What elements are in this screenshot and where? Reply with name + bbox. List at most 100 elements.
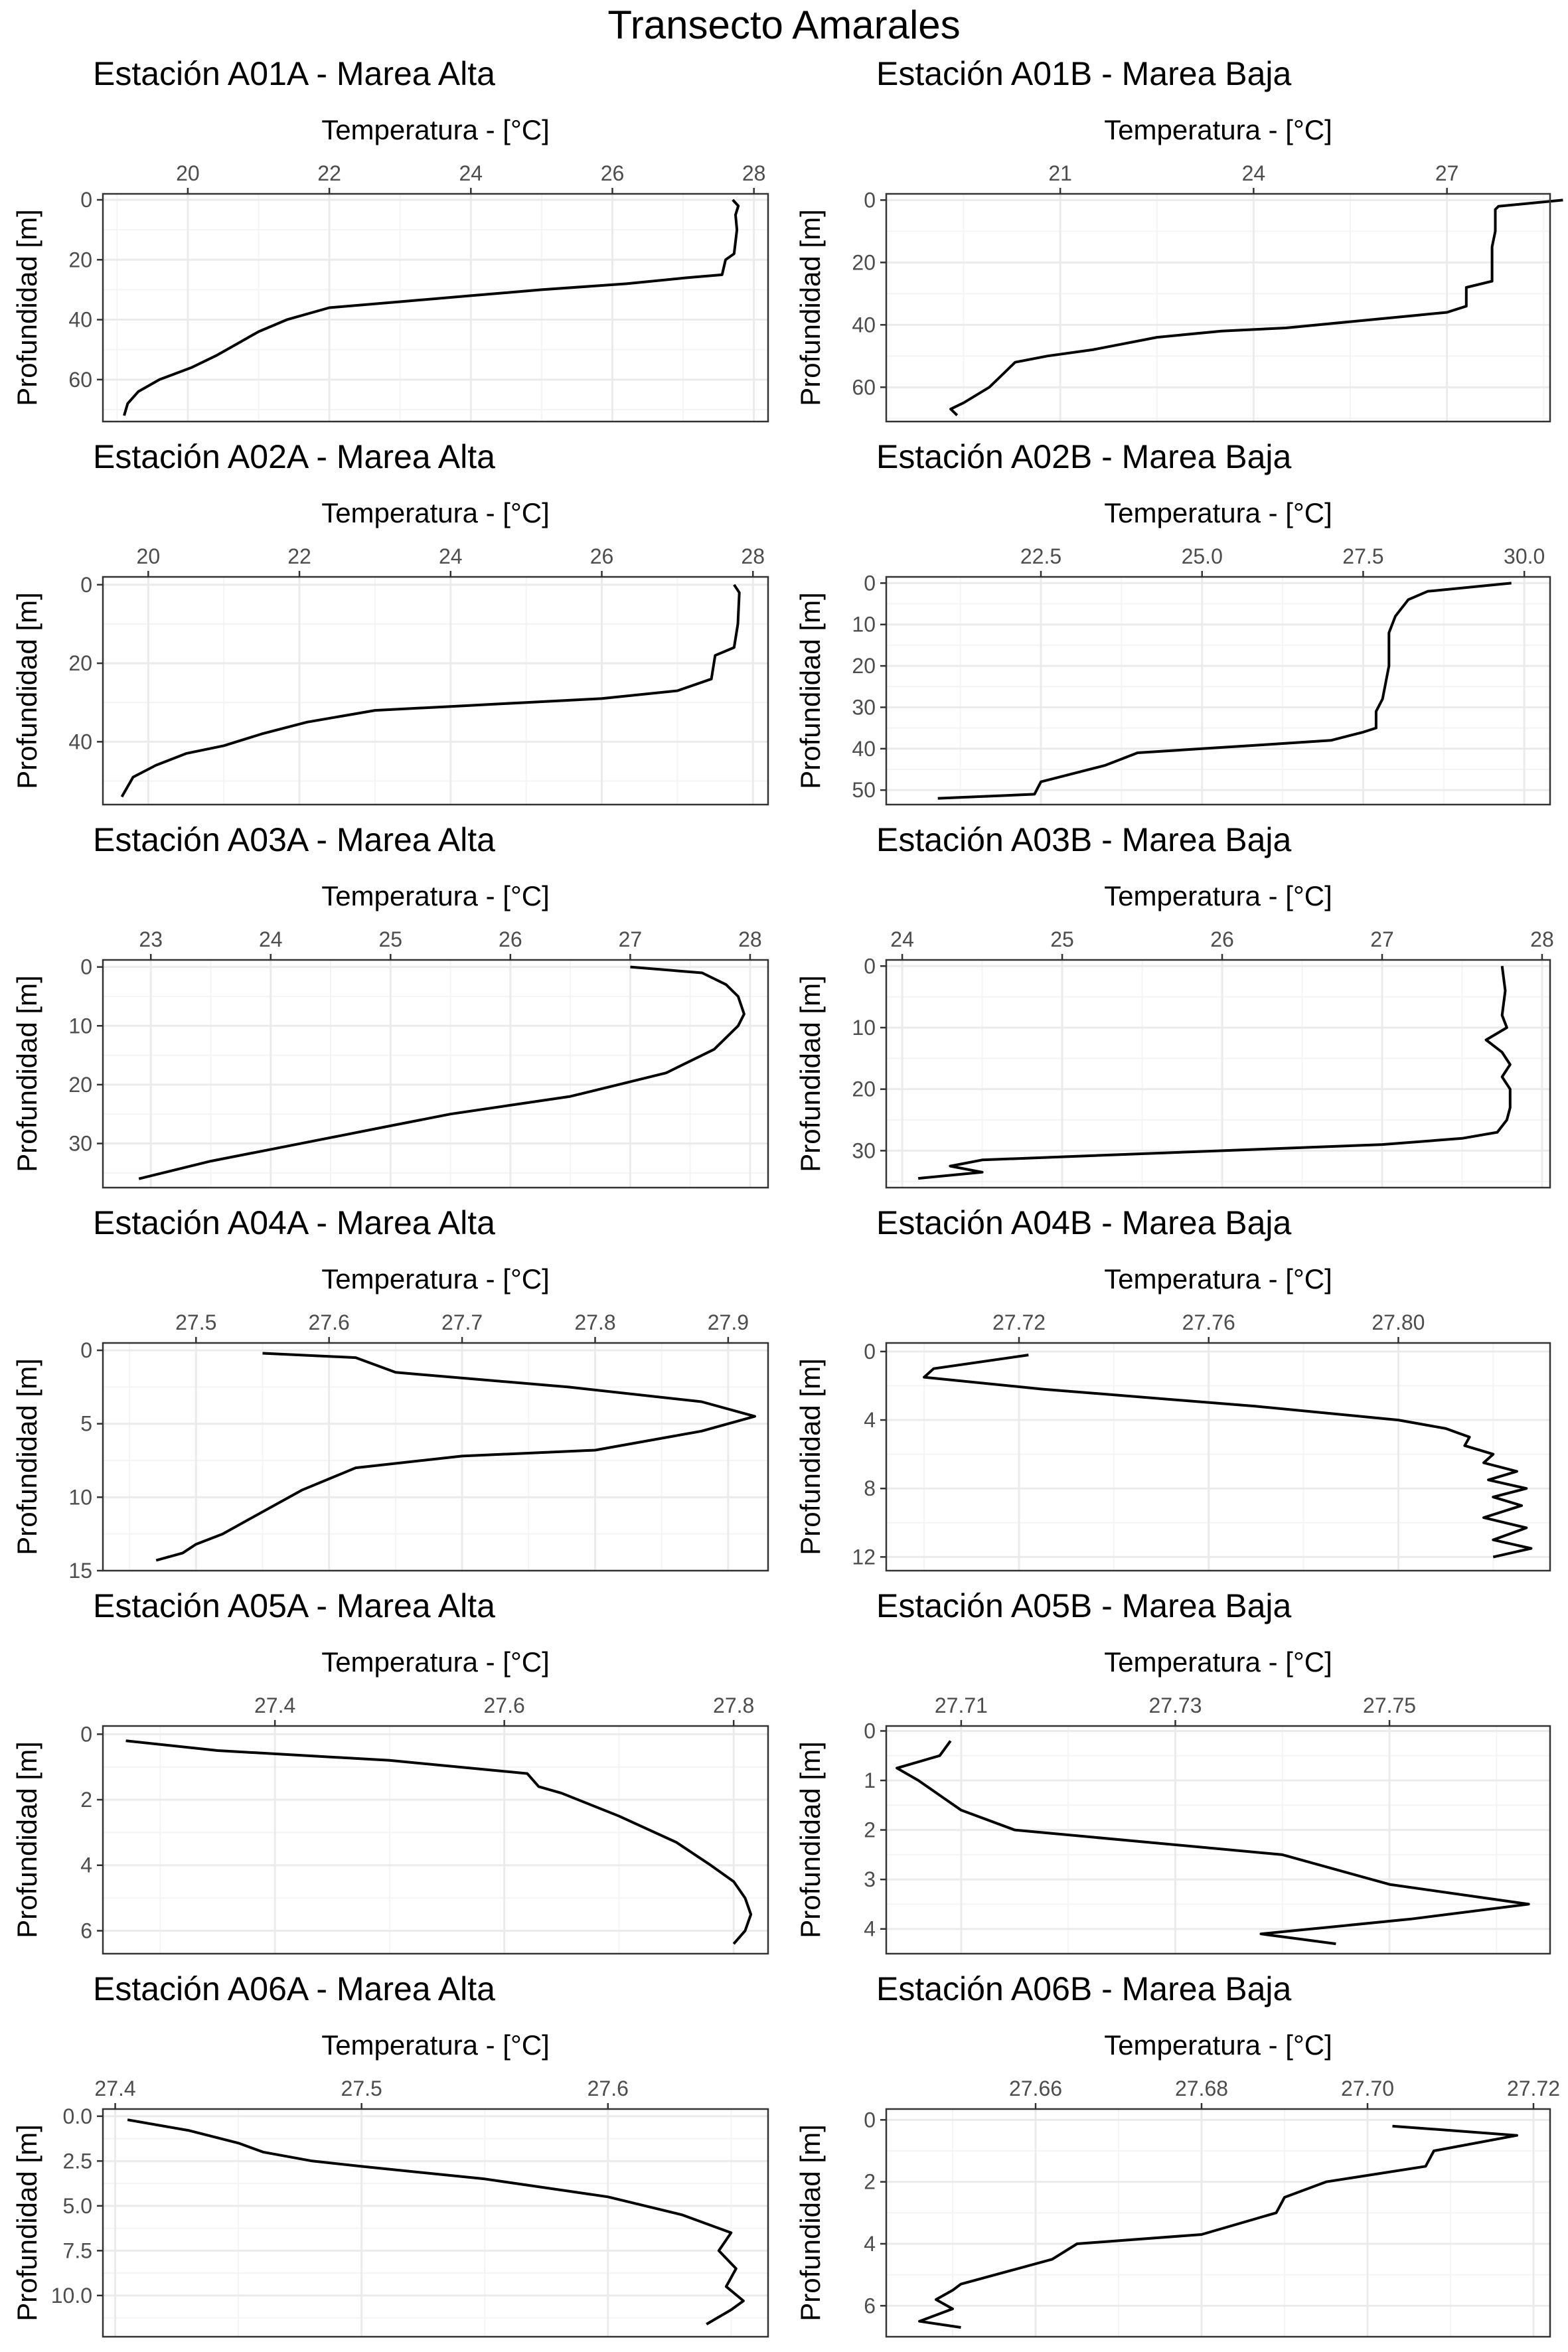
y-axis-label: Profundidad [m] — [11, 592, 42, 789]
y-tick-label: 10.0 — [51, 2284, 92, 2308]
y-tick-label: 6 — [864, 2294, 876, 2317]
x-tick-label: 24 — [259, 927, 283, 951]
panel-border — [885, 959, 1551, 1189]
panel-background — [103, 960, 768, 1188]
panel-background — [886, 1343, 1550, 1571]
y-tick-label: 4 — [864, 2232, 876, 2256]
y-tick-label: 10 — [68, 1485, 92, 1509]
temperature-profile-line — [138, 965, 745, 1180]
panel-border — [102, 576, 769, 806]
panel-border — [102, 1725, 769, 1955]
y-tick-label: 10 — [852, 613, 876, 637]
y-tick-label: 20 — [852, 250, 876, 274]
x-tick-label: 21 — [1048, 161, 1072, 185]
y-tick-label: 40 — [852, 313, 876, 337]
panel-title: Estación A05A - Marea Alta — [93, 1587, 495, 1624]
x-tick-label: 25 — [1050, 927, 1074, 951]
temperature-profile-line — [125, 1739, 753, 1945]
x-axis-label: Temperatura - [°C] — [321, 880, 550, 911]
y-tick-label: 10 — [68, 1014, 92, 1038]
panel-background — [886, 2109, 1550, 2337]
x-tick-label: 27.73 — [1148, 1693, 1202, 1717]
y-tick-label: 0.0 — [63, 2104, 92, 2128]
panel-7: 27.5 27.6 27.7 27.8 27.9 0 5 10 15 Estación A04A … — [11, 1204, 769, 1583]
x-tick-label: 27.71 — [935, 1693, 988, 1717]
x-tick-label: 27.72 — [992, 1310, 1046, 1334]
x-tick-label: 20 — [176, 161, 200, 185]
x-axis-label: Temperatura - [°C] — [1104, 1263, 1332, 1294]
y-axis-label: Profundidad [m] — [795, 1358, 826, 1555]
y-tick-label: 8 — [864, 1476, 876, 1500]
temperature-profile-line — [949, 198, 1563, 417]
y-axis-label: Profundidad [m] — [11, 1741, 42, 1938]
y-tick-label: 40 — [852, 737, 876, 761]
y-tick-label: 40 — [68, 308, 92, 332]
x-tick-label: 27.5 — [1342, 544, 1383, 568]
y-tick-label: 3 — [864, 1867, 876, 1891]
panel-background — [886, 960, 1550, 1188]
x-tick-label: 24 — [439, 544, 463, 568]
x-axis-label: Temperatura - [°C] — [1104, 880, 1332, 911]
x-axis-label: Temperatura - [°C] — [321, 497, 550, 528]
x-tick-label: 23 — [139, 927, 163, 951]
x-tick-label: 27 — [1435, 161, 1459, 185]
x-tick-label: 26 — [499, 927, 522, 951]
y-tick-label: 0 — [864, 1340, 876, 1364]
panel-2: 21 24 27 0 20 40 60 Estación A01B - Marea Baja T… — [795, 55, 1563, 423]
y-tick-label: 2.5 — [63, 2149, 92, 2173]
x-tick-label: 27.80 — [1372, 1310, 1425, 1334]
panel-6: 24 25 26 27 28 0 10 20 30 Estación A03B - Marea B… — [795, 821, 1554, 1189]
x-tick-label: 27.5 — [175, 1310, 216, 1334]
x-tick-label: 27.7 — [441, 1310, 483, 1334]
panel-5: 23 24 25 26 27 28 0 10 20 30 Estación A03A - Marea… — [11, 821, 769, 1189]
temperature-profile-line — [127, 2118, 745, 2325]
x-axis-label: Temperatura - [°C] — [321, 1646, 550, 1678]
panel-title: Estación A06B - Marea Baja — [876, 1970, 1292, 2007]
y-tick-label: 30 — [68, 1132, 92, 1156]
panel-background — [103, 2109, 768, 2337]
panel-title: Estación A02B - Marea Baja — [876, 438, 1292, 475]
x-tick-label: 22 — [287, 544, 311, 568]
y-axis-label: Profundidad [m] — [11, 1358, 42, 1555]
y-tick-label: 12 — [852, 1545, 876, 1569]
panel-border — [885, 1342, 1551, 1572]
y-tick-label: 2 — [864, 1818, 876, 1842]
x-axis-label: Temperatura - [°C] — [321, 114, 550, 145]
x-axis-label: Temperatura - [°C] — [321, 1263, 550, 1294]
y-tick-label: 20 — [852, 654, 876, 678]
x-tick-label: 26 — [1210, 927, 1234, 951]
y-tick-label: 7.5 — [63, 2238, 92, 2262]
temperature-profile-line — [918, 2124, 1518, 2329]
x-tick-label: 27.6 — [309, 1310, 350, 1334]
y-tick-label: 20 — [852, 1077, 876, 1101]
x-tick-label: 28 — [1530, 927, 1554, 951]
x-tick-label: 27.72 — [1507, 2077, 1560, 2100]
panel-title: Estación A04A - Marea Alta — [93, 1204, 495, 1241]
panel-title: Estación A02A - Marea Alta — [93, 438, 495, 475]
panel-12: 27.66 27.68 27.70 27.72 0 2 4 6 Estación A06B - … — [795, 1970, 1560, 2338]
x-tick-label: 22.5 — [1020, 544, 1061, 568]
y-tick-label: 20 — [68, 1073, 92, 1097]
panel-border — [102, 1342, 769, 1572]
y-tick-label: 60 — [852, 375, 876, 399]
temperature-profile-line — [120, 584, 741, 798]
panel-background — [886, 1726, 1550, 1954]
x-tick-label: 26 — [601, 161, 625, 185]
y-tick-label: 10 — [852, 1016, 876, 1040]
y-tick-label: 5 — [80, 1412, 92, 1436]
y-tick-label: 50 — [852, 778, 876, 802]
x-tick-label: 25.0 — [1182, 544, 1223, 568]
y-tick-label: 0 — [864, 2108, 876, 2132]
y-tick-label: 30 — [852, 695, 876, 719]
panel-background — [103, 577, 768, 805]
x-tick-label: 24 — [1242, 161, 1266, 185]
y-tick-label: 6 — [80, 1919, 92, 1942]
x-tick-label: 20 — [137, 544, 161, 568]
panel-background — [886, 577, 1550, 805]
panel-border — [885, 193, 1551, 423]
y-tick-label: 60 — [68, 368, 92, 392]
panel-title: Estación A03B - Marea Baja — [876, 821, 1292, 858]
y-tick-label: 0 — [864, 188, 876, 212]
